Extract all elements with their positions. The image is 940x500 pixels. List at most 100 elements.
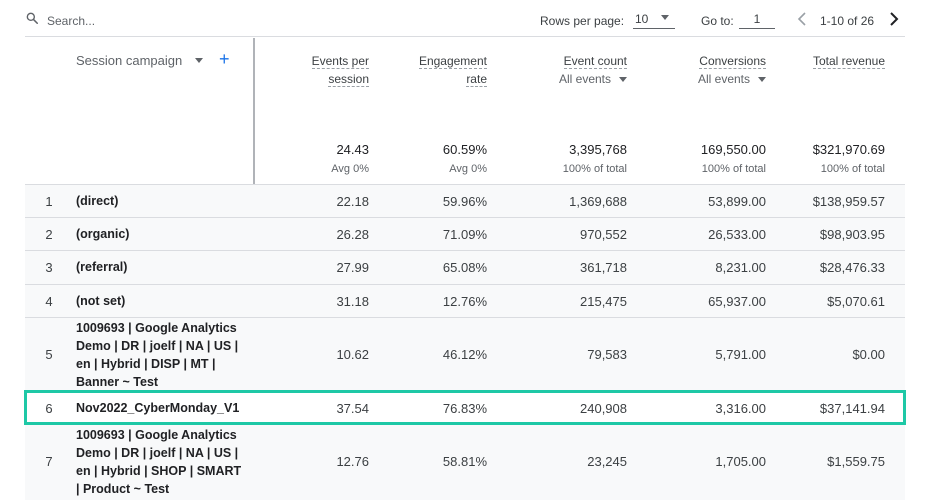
cell-events-per-session: 27.99 <box>336 260 369 275</box>
total-value: 169,550.00 <box>700 142 766 157</box>
cell-total-revenue: $98,903.95 <box>819 227 885 242</box>
go-to-label: Go to: <box>701 14 734 28</box>
caret-down-icon <box>758 77 766 83</box>
row-index: 6 <box>45 401 53 416</box>
total-revenue: $321,970.69 100% of total <box>813 141 885 175</box>
cell-total-revenue: $5,070.61 <box>827 294 885 309</box>
cell-event-count: 23,245 <box>587 454 627 469</box>
total-sub: Avg 0% <box>331 163 369 175</box>
total-value: 60.59% <box>442 142 487 157</box>
campaign-name[interactable]: 1009693 | Google Analytics Demo | DR | j… <box>76 428 242 496</box>
table-header: Session campaign + Events per session En… <box>25 38 905 500</box>
search-box[interactable] <box>25 11 247 30</box>
cell-event-count: 970,552 <box>580 227 627 242</box>
cell-events-per-session: 31.18 <box>336 294 369 309</box>
total-event-count: 3,395,768 100% of total <box>563 141 627 175</box>
dimension-select[interactable]: Session campaign <box>76 53 183 68</box>
campaign-name[interactable]: (organic) <box>76 227 130 241</box>
cell-conversions: 5,791.00 <box>715 347 766 362</box>
row-index: 3 <box>45 260 53 275</box>
pagination-range: 1-10 of 26 <box>820 14 875 28</box>
campaign-name[interactable]: Nov2022_CyberMonday_V1 <box>76 401 240 415</box>
cell-events-per-session: 26.28 <box>336 227 369 242</box>
total-sub: Avg 0% <box>449 163 487 175</box>
cell-conversions: 8,231.00 <box>715 260 766 275</box>
cell-event-count: 79,583 <box>587 347 627 362</box>
cell-engagement-rate: 65.08% <box>442 260 487 275</box>
table-row[interactable]: 5 1009693 | Google Analytics Demo | DR |… <box>25 317 905 391</box>
search-input[interactable] <box>47 13 247 28</box>
header-title: Events per <box>311 54 369 69</box>
header-event-count[interactable]: Event count All events <box>559 52 627 88</box>
add-dimension-button[interactable]: + <box>219 49 230 69</box>
previous-page-button[interactable] <box>795 10 809 28</box>
campaign-name[interactable]: 1009693 | Google Analytics Demo | DR | j… <box>76 321 239 389</box>
cell-engagement-rate: 59.96% <box>442 194 487 209</box>
header-total-revenue[interactable]: Total revenue <box>812 52 885 70</box>
header-title: rate <box>466 72 487 87</box>
table-row[interactable]: 2 (organic) 26.28 71.09% 970,552 26,533.… <box>25 217 905 250</box>
cell-total-revenue: $1,559.75 <box>827 454 885 469</box>
total-events-per-session: 24.43 Avg 0% <box>331 141 369 175</box>
dimension-header: Session campaign + <box>25 38 253 184</box>
cell-engagement-rate: 46.12% <box>442 347 487 362</box>
rows-per-page-label: Rows per page: <box>540 14 625 28</box>
next-page-button[interactable] <box>887 10 901 28</box>
total-value: 24.43 <box>336 142 369 157</box>
row-index: 7 <box>45 454 53 469</box>
cell-event-count: 240,908 <box>580 401 627 416</box>
table-row[interactable]: 7 1009693 | Google Analytics Demo | DR |… <box>25 424 905 500</box>
cell-event-count: 1,369,688 <box>569 194 627 209</box>
total-sub: 100% of total <box>820 163 885 175</box>
table-row[interactable]: 3 (referral) 27.99 65.08% 361,718 8,231.… <box>25 250 905 284</box>
caret-down-icon[interactable] <box>195 58 203 63</box>
cell-events-per-session: 22.18 <box>336 194 369 209</box>
header-title: Engagement <box>418 54 487 69</box>
row-index: 4 <box>45 294 53 309</box>
header-title: Total revenue <box>812 54 885 69</box>
header-title: Event count <box>563 54 627 69</box>
cell-engagement-rate: 71.09% <box>442 227 487 242</box>
cell-conversions: 65,937.00 <box>708 294 766 309</box>
table-body: 1 (direct) 22.18 59.96% 1,369,688 53,899… <box>24 184 906 500</box>
total-sub: 100% of total <box>562 163 627 175</box>
chevron-right-icon <box>890 12 899 26</box>
conversion-filter-label: All events <box>697 72 750 86</box>
header-engagement-rate[interactable]: Engagement rate <box>418 52 487 88</box>
header-conversions[interactable]: Conversions All events <box>698 52 766 88</box>
campaign-name[interactable]: (not set) <box>76 294 126 308</box>
table-row[interactable]: 1 (direct) 22.18 59.96% 1,369,688 53,899… <box>25 184 905 217</box>
search-icon <box>25 11 39 30</box>
cell-engagement-rate: 12.76% <box>442 294 487 309</box>
cell-total-revenue: $37,141.94 <box>819 401 885 416</box>
chevron-left-icon <box>797 12 806 26</box>
cell-total-revenue: $138,959.57 <box>812 194 885 209</box>
cell-conversions: 1,705.00 <box>715 454 766 469</box>
cell-events-per-session: 37.54 <box>336 401 369 416</box>
rows-per-page-select[interactable]: 10 <box>633 9 675 29</box>
table-toolbar: Rows per page: 10 Go to: 1 1-10 of 26 <box>25 3 905 37</box>
table-row[interactable]: 4 (not set) 31.18 12.76% 215,475 65,937.… <box>25 284 905 317</box>
cell-conversions: 3,316.00 <box>715 401 766 416</box>
campaign-name[interactable]: (referral) <box>76 260 128 274</box>
cell-events-per-session: 10.62 <box>336 347 369 362</box>
cell-total-revenue: $28,476.33 <box>819 260 885 275</box>
total-conversions: 169,550.00 100% of total <box>701 141 766 175</box>
total-value: $321,970.69 <box>812 142 885 157</box>
caret-down-icon <box>661 15 669 20</box>
go-to-page-input[interactable]: 1 <box>739 9 775 29</box>
conversion-filter-select[interactable]: All events <box>698 72 766 86</box>
total-engagement-rate: 60.59% Avg 0% <box>443 141 487 175</box>
row-index: 1 <box>45 194 53 209</box>
row-index: 5 <box>45 347 53 362</box>
header-events-per-session[interactable]: Events per session <box>311 52 369 88</box>
header-title: session <box>328 72 369 87</box>
total-sub: 100% of total <box>701 163 766 175</box>
table-row-highlighted[interactable]: 6 Nov2022_CyberMonday_V1 37.54 76.83% 24… <box>24 390 906 425</box>
total-value: 3,395,768 <box>569 142 627 157</box>
cell-events-per-session: 12.76 <box>336 454 369 469</box>
event-filter-select[interactable]: All events <box>559 72 627 86</box>
campaign-name[interactable]: (direct) <box>76 194 119 208</box>
cell-total-revenue: $0.00 <box>852 347 885 362</box>
event-filter-label: All events <box>558 72 611 86</box>
